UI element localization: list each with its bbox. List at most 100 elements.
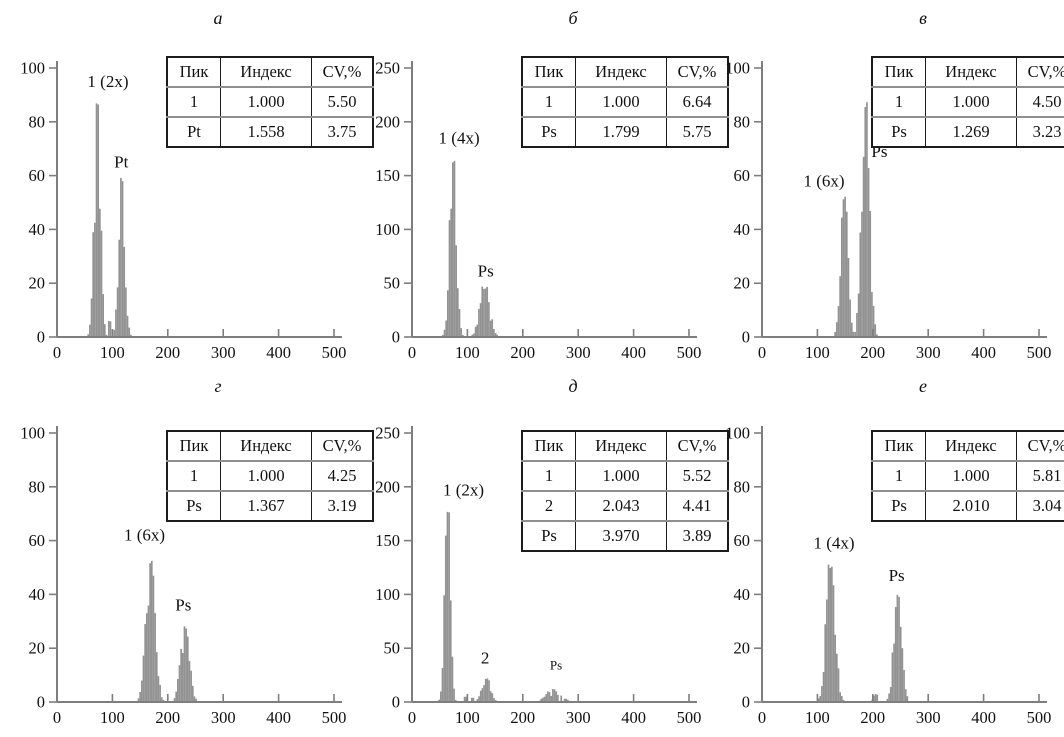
peak-label: Pt	[114, 153, 128, 172]
histogram-bar	[476, 699, 479, 702]
x-tick-label: 300	[566, 343, 591, 362]
histogram-bar	[472, 697, 475, 702]
panel-title: а	[214, 8, 223, 28]
y-tick-label: 0	[37, 328, 45, 347]
histogram-bar	[484, 678, 487, 702]
histogram-bars	[438, 511, 572, 702]
stats-table-wrap: Пик Индекс CV,% 1 1.000 5.52 2 2.043 4.41 Ps 3.970…	[521, 430, 729, 552]
stats-table-д: Пик Индекс CV,% 1 1.000 5.52 2 2.043 4.41 Ps 3.970…	[521, 430, 729, 552]
x-tick-label: 400	[621, 343, 646, 362]
axes	[754, 61, 1047, 338]
histogram-bar	[893, 643, 895, 702]
histogram-bar	[186, 636, 189, 702]
histogram-bar	[898, 596, 900, 702]
histogram-bar	[177, 678, 179, 702]
chart-svg-а: а 0 20 40 60 80 100 0 100 200 300 400 500 1 (2x) Pt	[20, 8, 346, 362]
histogram-bar	[173, 698, 176, 702]
histogram-bar	[454, 699, 457, 702]
stats-cell: Ps	[167, 490, 221, 521]
histogram-bar	[874, 324, 877, 337]
stats-cell: 1.000	[220, 86, 312, 117]
histogram-bar	[100, 230, 103, 337]
histogram-bar	[488, 302, 490, 337]
peak-label: 1 (6x)	[124, 526, 165, 545]
histogram-bar	[461, 334, 464, 337]
y-tick-label: 20	[29, 274, 46, 293]
x-tick-label: 100	[100, 343, 125, 362]
histogram-bar	[115, 309, 117, 337]
histogram-bar	[844, 196, 846, 337]
chart-svg-б: б 0 50 100 150 200 250 0 100 200 300 400 500 1 (4x) Ps	[375, 8, 701, 362]
x-tick-label: 400	[266, 343, 291, 362]
histogram-bars	[442, 160, 500, 337]
histogram-bar	[89, 324, 91, 337]
stats-header-row: Пик Индекс CV,%	[167, 57, 373, 87]
y-tick-label: 0	[392, 693, 400, 712]
y-tick-label: 80	[29, 477, 46, 496]
x-tick-label: 500	[322, 708, 347, 727]
histogram-bar	[180, 648, 182, 702]
histogram-bar	[105, 334, 108, 337]
x-tick-label: 0	[408, 708, 416, 727]
histogram-bar	[193, 696, 196, 702]
x-tick-label: 300	[211, 343, 236, 362]
histogram-bar	[160, 697, 163, 702]
stats-header-cell: Индекс	[575, 57, 667, 87]
histogram-bar	[123, 246, 126, 337]
histogram-bar	[876, 334, 878, 337]
histogram-bar	[152, 575, 155, 702]
histogram-bar	[484, 288, 487, 337]
stats-cell: 3.23	[1016, 116, 1064, 147]
x-tick-label: 500	[1027, 343, 1052, 362]
stats-header-cell: Пик	[534, 436, 564, 455]
panel-а: а 0 20 40 60 80 100 0 100 200 300 400 500 1 (2x) Pt Пик…	[0, 0, 374, 368]
panel-г: г 0 20 40 60 80 100 0 100 200 300 400 500 1 (6x) Ps Пик…	[0, 369, 374, 737]
histogram-bar	[862, 156, 865, 337]
stats-table-wrap: Пик Индекс CV,% 1 1.000 4.50 Ps 1.269 3.23	[871, 56, 1064, 148]
stats-header-cell: Индекс	[220, 57, 312, 87]
panel-title: г	[214, 376, 221, 396]
x-tick-label: 0	[53, 708, 61, 727]
panel-д: д 0 50 100 150 200 250 0 100 200 300 400 500 1 (2x) 2 P…	[355, 369, 729, 737]
stats-header-row: Пик Индекс CV,%	[872, 57, 1064, 87]
histogram-bar	[145, 613, 148, 702]
histogram-bar	[460, 328, 462, 337]
histogram-bar	[837, 306, 840, 337]
stats-cell: 1.558	[220, 116, 312, 147]
axes	[49, 61, 342, 338]
histogram-bar	[178, 665, 181, 702]
histogram-bar	[888, 693, 890, 702]
histogram-bar	[439, 691, 442, 702]
histogram-bar	[104, 324, 106, 337]
stats-cell: 1.000	[575, 460, 667, 491]
histogram-bar	[827, 564, 830, 702]
y-tick-label: 20	[734, 274, 751, 293]
stats-cell: 3.04	[1016, 490, 1064, 521]
stats-cell: 4.41	[666, 490, 728, 521]
histogram-bar	[444, 535, 447, 702]
stats-cell: 5.81	[1016, 460, 1064, 491]
histogram-bar	[471, 334, 474, 337]
histogram-bar	[489, 691, 492, 702]
histogram-bar	[474, 326, 477, 337]
y-tick-label: 100	[20, 59, 45, 78]
histogram-bar	[121, 181, 124, 337]
histogram-bar	[834, 331, 836, 337]
histogram-bar	[857, 293, 860, 337]
histogram-bar	[904, 689, 907, 702]
y-tick-label: 60	[29, 166, 46, 185]
histogram-bar	[183, 626, 186, 702]
histogram-bar	[483, 288, 485, 337]
stats-header-cell: Индекс	[220, 431, 312, 461]
stats-cell: 1.799	[575, 116, 667, 147]
histogram-bar	[488, 680, 490, 702]
stats-cell: 6.64	[666, 86, 728, 117]
stats-table-б: Пик Индекс CV,% 1 1.000 6.64 Ps 1.799 5.75	[521, 56, 729, 148]
histogram-bar	[465, 696, 468, 702]
histogram-bar	[175, 691, 177, 702]
stats-cell: 4.25	[311, 460, 373, 491]
histogram-bar	[819, 696, 822, 702]
stats-data-row: 1 1.000 4.50	[872, 86, 1064, 117]
